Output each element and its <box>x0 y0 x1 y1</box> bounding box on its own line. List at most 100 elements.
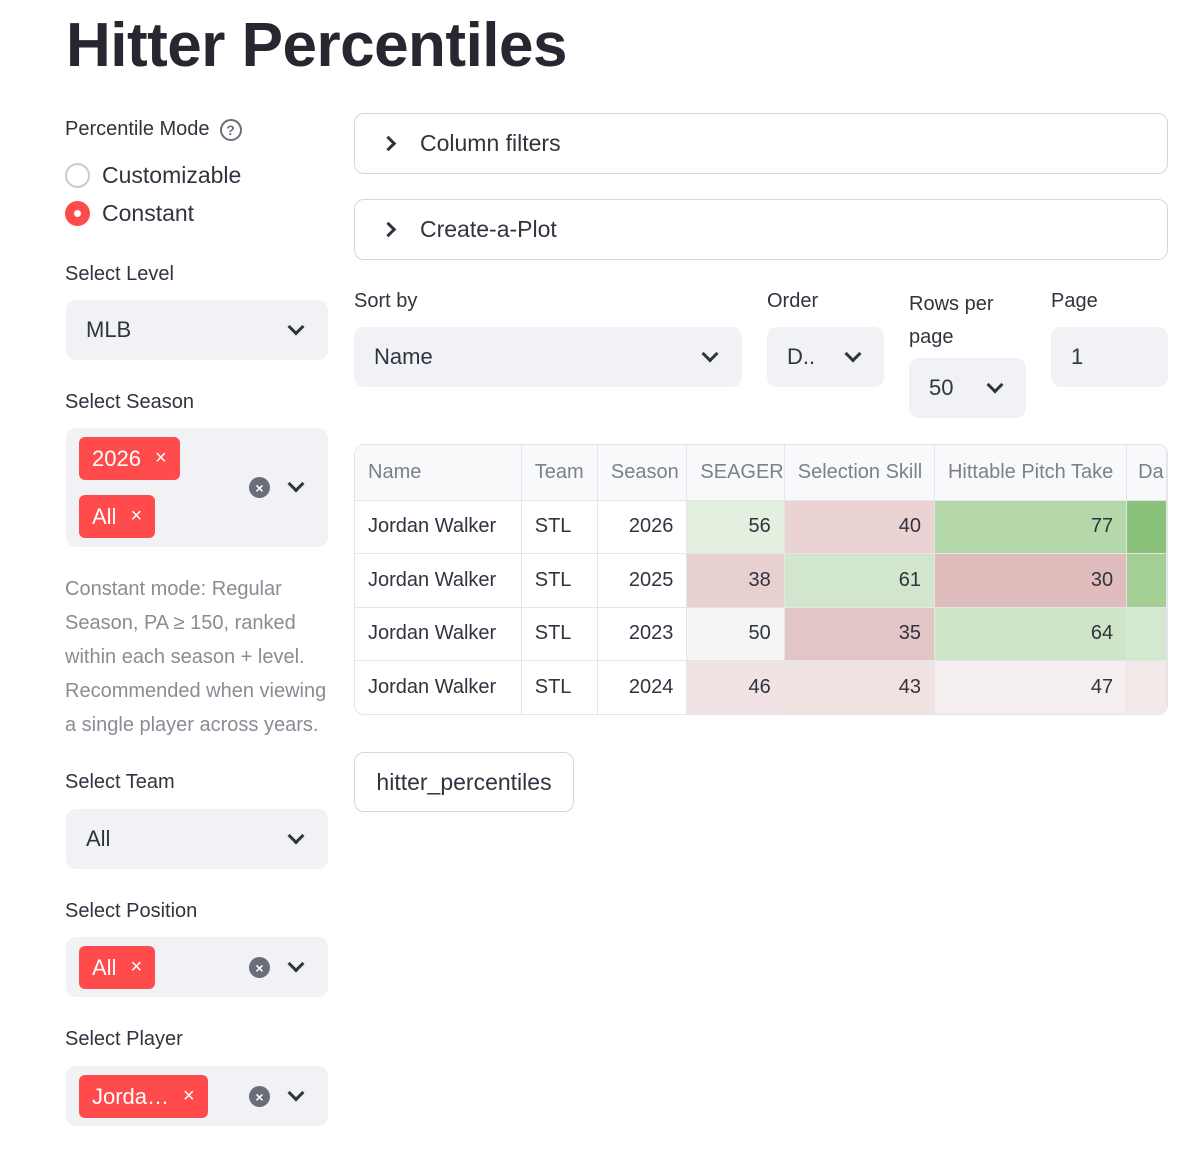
cell-seager: 38 <box>686 553 785 608</box>
cell-hittable-pitch-take: 64 <box>934 607 1128 661</box>
clear-all-icon[interactable]: × <box>249 957 270 978</box>
position-multiselect[interactable]: All × × <box>66 937 328 997</box>
select-position-label: Select Position <box>65 900 198 922</box>
page-label: Page <box>1051 290 1098 312</box>
table-row[interactable]: Jordan Walker STL 2025 38 61 30 <box>355 553 1167 608</box>
position-tag-label: All <box>92 954 117 980</box>
select-player-label: Select Player <box>65 1028 183 1050</box>
cell-hittable-pitch-take: 47 <box>934 660 1128 714</box>
constant-mode-hint: Constant mode: Regular Season, PA ≥ 150,… <box>65 578 327 736</box>
cell-truncated <box>1126 607 1167 661</box>
cell-season: 2025 <box>597 553 688 608</box>
chevron-down-icon <box>287 827 305 845</box>
column-header-season[interactable]: Season <box>597 445 688 501</box>
chevron-down-icon <box>844 345 862 363</box>
download-button[interactable]: hitter_percentiles <box>354 752 574 812</box>
clear-all-icon[interactable]: × <box>249 477 270 498</box>
help-icon[interactable]: ? <box>219 118 242 141</box>
chevron-right-icon <box>380 135 397 152</box>
percentile-table[interactable]: Name Team Season SEAGER Selection Skill … <box>354 444 1168 715</box>
rows-per-page-select[interactable]: 50 <box>909 358 1026 418</box>
column-header-selection-skill[interactable]: Selection Skill <box>784 445 935 501</box>
cell-season: 2024 <box>597 660 688 714</box>
level-select[interactable]: MLB <box>66 300 328 360</box>
column-header-name[interactable]: Name <box>355 445 522 501</box>
column-header-team[interactable]: Team <box>521 445 598 501</box>
cell-hittable-pitch-take: 77 <box>934 500 1128 554</box>
cell-selection-skill: 35 <box>784 607 935 661</box>
cell-seager: 46 <box>686 660 785 714</box>
player-tag[interactable]: Jorda… × <box>79 1075 208 1118</box>
column-header-hittable-pitch-take[interactable]: Hittable Pitch Take <box>934 445 1128 501</box>
page-title: Hitter Percentiles <box>66 11 568 80</box>
page-number-value: 1 <box>1071 344 1084 369</box>
cell-team: STL <box>521 607 598 661</box>
sort-by-label: Sort by <box>354 290 418 312</box>
cell-hittable-pitch-take: 30 <box>934 553 1128 608</box>
radio-circle-icon[interactable] <box>65 163 90 188</box>
select-season-label: Select Season <box>65 391 194 413</box>
table-header-row: Name Team Season SEAGER Selection Skill … <box>355 445 1167 501</box>
season-tag-label: 2026 <box>92 445 141 471</box>
page-number-input[interactable]: 1 <box>1051 327 1168 387</box>
table-row[interactable]: Jordan Walker STL 2024 46 43 47 <box>355 660 1167 714</box>
sort-by-value: Name <box>374 344 433 369</box>
column-filters-expander[interactable]: Column filters <box>354 113 1168 174</box>
radio-selected-icon[interactable] <box>65 201 90 226</box>
order-label: Order <box>767 290 819 312</box>
tag-close-icon[interactable]: × <box>154 447 167 469</box>
create-a-plot-expander[interactable]: Create-a-Plot <box>354 199 1168 260</box>
order-value: D.. <box>787 344 816 369</box>
select-team-label: Select Team <box>65 771 175 793</box>
cell-truncated <box>1126 660 1167 714</box>
level-value: MLB <box>86 317 132 342</box>
sort-by-select[interactable]: Name <box>354 327 742 387</box>
cell-truncated <box>1126 553 1167 608</box>
column-filters-label: Column filters <box>420 130 561 156</box>
chevron-down-icon <box>287 318 305 336</box>
season-tag-label: All <box>92 503 117 529</box>
tag-close-icon[interactable]: × <box>130 956 143 978</box>
table-row[interactable]: Jordan Walker STL 2023 50 35 64 <box>355 607 1167 661</box>
column-header-truncated[interactable]: Da <box>1126 445 1167 501</box>
tag-close-icon[interactable]: × <box>130 505 143 527</box>
cell-selection-skill: 43 <box>784 660 935 714</box>
cell-selection-skill: 40 <box>784 500 935 554</box>
cell-name: Jordan Walker <box>355 553 522 608</box>
player-multiselect[interactable]: Jorda… × × <box>66 1066 328 1126</box>
radio-customizable[interactable]: Customizable <box>65 162 241 189</box>
cell-seager: 56 <box>686 500 785 554</box>
cell-team: STL <box>521 500 598 554</box>
cell-seager: 50 <box>686 607 785 661</box>
column-header-seager[interactable]: SEAGER <box>686 445 785 501</box>
rows-per-page-label: Rows per page <box>909 293 994 348</box>
season-tag[interactable]: All × <box>79 495 156 538</box>
chevron-down-icon <box>986 376 1004 394</box>
radio-constant[interactable]: Constant <box>65 200 194 227</box>
cell-name: Jordan Walker <box>355 500 522 554</box>
percentile-mode-label: Percentile Mode? <box>65 118 242 141</box>
team-select[interactable]: All <box>66 809 328 869</box>
radio-label: Constant <box>102 200 195 226</box>
chevron-down-icon <box>701 345 719 363</box>
cell-season: 2026 <box>597 500 688 554</box>
cell-truncated <box>1126 500 1167 554</box>
chevron-down-icon[interactable] <box>287 475 305 493</box>
chevron-down-icon[interactable] <box>287 955 305 973</box>
table-row[interactable]: Jordan Walker STL 2026 56 40 77 <box>355 500 1167 554</box>
percentile-mode-text: Percentile Mode <box>65 118 210 140</box>
rows-per-page-value: 50 <box>929 375 954 400</box>
clear-all-icon[interactable]: × <box>249 1086 270 1107</box>
player-tag-label: Jorda… <box>92 1083 170 1109</box>
cell-team: STL <box>521 553 598 608</box>
season-tag[interactable]: 2026 × <box>79 437 180 480</box>
chevron-right-icon <box>380 221 397 238</box>
select-level-label: Select Level <box>65 263 174 285</box>
order-select[interactable]: D.. <box>767 327 884 387</box>
tag-close-icon[interactable]: × <box>183 1085 195 1107</box>
season-multiselect[interactable]: 2026 × All × × <box>66 428 328 547</box>
chevron-down-icon[interactable] <box>287 1084 305 1102</box>
position-tag[interactable]: All × <box>79 946 156 989</box>
cell-name: Jordan Walker <box>355 660 522 714</box>
radio-label: Customizable <box>102 162 242 188</box>
